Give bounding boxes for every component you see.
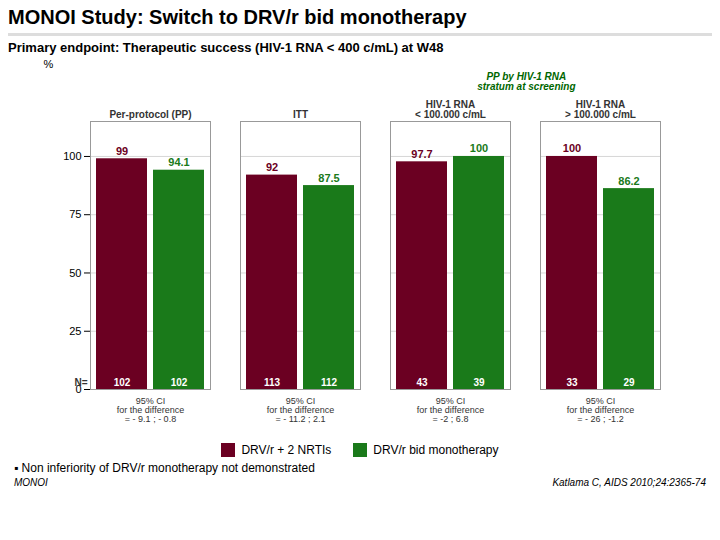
svg-text:113: 113	[264, 377, 281, 388]
svg-text:%: %	[44, 58, 54, 70]
html-text:Katlama C, AIDS 2010;24:2365-7: Katlama C, AIDS 2010;24:2365-74	[552, 477, 706, 488]
svg-text:39: 39	[473, 377, 485, 388]
html-text:Primary endpoint: Therapeutic: Primary endpoint: Therapeutic success (H…	[8, 40, 444, 55]
svg-text:HIV-1 RNA> 100.000 c/mL: HIV-1 RNA> 100.000 c/mL	[565, 99, 636, 120]
svg-text:29: 29	[623, 377, 635, 388]
svg-text:102: 102	[114, 377, 131, 388]
svg-text:PP by HIV-1 RNAstratum at scre: PP by HIV-1 RNAstratum at screening	[477, 71, 575, 92]
svg-text:97.7: 97.7	[411, 148, 432, 160]
html-text:DRV/r bid monotherapy: DRV/r bid monotherapy	[373, 443, 499, 457]
svg-text:95% CIfor the difference= - 26: 95% CIfor the difference= - 26 ; -1.2	[567, 396, 634, 424]
html-text:MONOI: MONOI	[14, 477, 48, 488]
svg-text:100: 100	[63, 150, 81, 162]
svg-text:50: 50	[69, 266, 81, 278]
svg-text:43: 43	[416, 377, 428, 388]
svg-text:33: 33	[566, 377, 578, 388]
svg-text:HIV-1 RNA< 100.000 c/mL: HIV-1 RNA< 100.000 c/mL	[415, 99, 486, 120]
svg-text:100: 100	[563, 142, 581, 154]
svg-text:Per-protocol (PP): Per-protocol (PP)	[109, 109, 191, 120]
svg-text:112: 112	[321, 377, 338, 388]
svg-text:100: 100	[470, 142, 488, 154]
svg-text:95% CIfor the difference= - 9.: 95% CIfor the difference= - 9.1 ; - 0.8	[117, 396, 184, 424]
html-text:MONOI Study: Switch to DRV/r b: MONOI Study: Switch to DRV/r bid monothe…	[8, 6, 467, 28]
svg-text:95% CIfor the difference= - 11: 95% CIfor the difference= - 11.2 ; 2.1	[267, 396, 334, 424]
html-text:DRV/r + 2 NRTIs: DRV/r + 2 NRTIs	[241, 443, 332, 457]
svg-text:94.1: 94.1	[168, 156, 189, 168]
svg-text:N=: N=	[74, 377, 87, 388]
svg-text:87.5: 87.5	[318, 172, 339, 184]
svg-text:102: 102	[171, 377, 188, 388]
svg-text:86.2: 86.2	[618, 175, 639, 187]
svg-text:99: 99	[116, 145, 128, 157]
svg-text:92: 92	[266, 161, 278, 173]
svg-text:ITT: ITT	[293, 109, 308, 120]
html-text:▪ Non inferiority of DRV/r mon: ▪ Non inferiority of DRV/r monotherapy n…	[14, 461, 315, 475]
svg-text:25: 25	[69, 325, 81, 337]
svg-text:75: 75	[69, 208, 81, 220]
svg-text:0: 0	[75, 383, 82, 395]
svg-text:95% CIfor the difference= -2 ;: 95% CIfor the difference= -2 ; 6.8	[417, 396, 484, 424]
